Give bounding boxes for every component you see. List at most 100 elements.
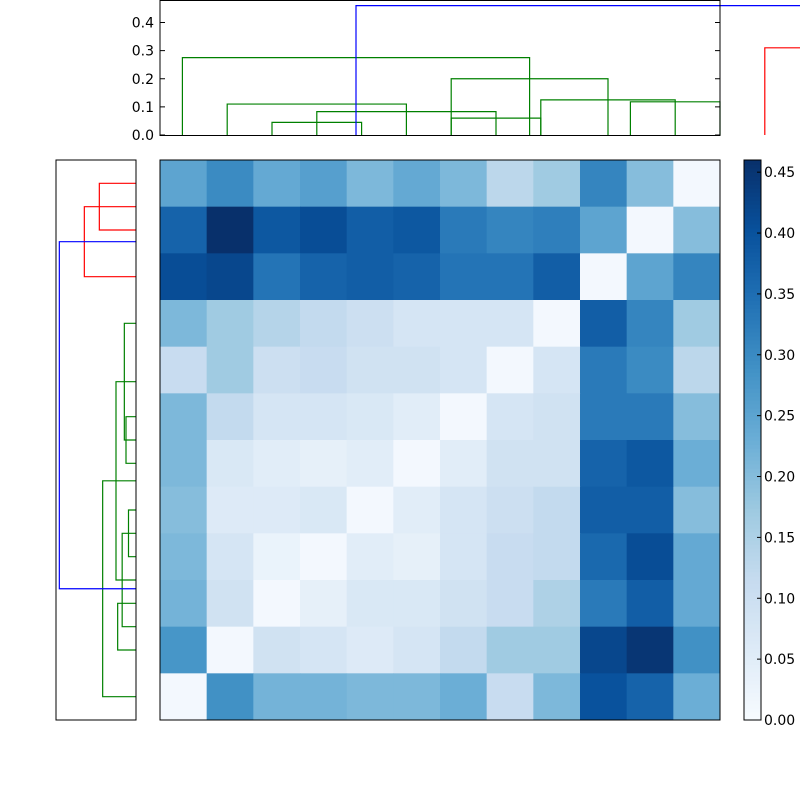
heatmap-cell [300,626,348,674]
colorbar-segment [744,548,761,553]
heatmap-cell [253,393,301,441]
colorbar-segment [744,256,761,261]
heatmap-cell [253,626,301,674]
colorbar-segment [744,204,761,209]
heatmap-cell [346,533,394,581]
heatmap-cell [580,253,628,301]
colorbar-segment [744,168,761,173]
heatmap-cell [533,206,581,254]
colorbar-segment [744,308,761,313]
colorbar-segment [744,440,761,445]
heatmap-cell [673,626,721,674]
heatmap-cell [626,206,674,254]
colorbar-segment [744,672,761,677]
colorbar-segment [744,520,761,525]
heatmap-cell [533,346,581,394]
colorbar-segment [744,304,761,309]
colorbar-segment [744,208,761,213]
heatmap-cell [160,673,208,721]
colorbar-segment [744,536,761,541]
heatmap-cell [206,206,254,254]
heatmap-cell [346,626,394,674]
colorbar-segment [744,572,761,577]
heatmap-cell [673,393,721,441]
heatmap-cell [393,346,441,394]
heatmap-cell [626,673,674,721]
heatmap-cell [160,160,208,208]
heatmap-cell [160,626,208,674]
colorbar-segment [744,280,761,285]
colorbar-segment [744,376,761,381]
colorbar-segment [744,164,761,169]
heatmap-cell [253,160,301,208]
colorbar-segment [744,400,761,405]
colorbar-segment [744,596,761,601]
heatmap-cell [393,440,441,488]
heatmap-cell [300,393,348,441]
heatmap-cell [440,206,488,254]
heatmap-cell [346,486,394,534]
colorbar-segment [744,260,761,265]
colorbar-segment [744,516,761,521]
colorbar-segment [744,248,761,253]
heatmap-cell [533,393,581,441]
colorbar-segment [744,292,761,297]
colorbar-tick-label: 0.10 [764,591,795,607]
heatmap-cell [626,160,674,208]
colorbar-segment [744,252,761,257]
heatmap-cell [253,206,301,254]
colorbar-segment [744,608,761,613]
colorbar-segment [744,360,761,365]
colorbar-segment [744,612,761,617]
colorbar-segment [744,588,761,593]
heatmap-cell [486,300,534,348]
heatmap-cell [626,486,674,534]
colorbar-segment [744,384,761,389]
colorbar-segment [744,288,761,293]
colorbar-segment [744,708,761,713]
heatmap-cell [533,533,581,581]
colorbar-tick-label: 0.15 [764,530,795,546]
heatmap-cell [486,533,534,581]
colorbar-segment [744,236,761,241]
colorbar-segment [744,416,761,421]
colorbar-segment [744,336,761,341]
heatmap-cell [486,206,534,254]
heatmap-cell [393,673,441,721]
heatmap-cell [206,346,254,394]
heatmap-cell [440,580,488,628]
heatmap-cell [673,440,721,488]
colorbar-segment [744,224,761,229]
colorbar-segment [744,244,761,249]
heatmap-cell [346,440,394,488]
colorbar-segment [744,424,761,429]
top-dendrogram-tick-label: 0.0 [132,128,154,144]
colorbar-segment [744,396,761,401]
colorbar-segment [744,188,761,193]
colorbar-segment [744,704,761,709]
heatmap-cell [673,580,721,628]
heatmap-cell [440,393,488,441]
colorbar-segment [744,504,761,509]
heatmap-cell [253,486,301,534]
heatmap-cell [160,486,208,534]
heatmap-cell [346,253,394,301]
heatmap-cell [206,160,254,208]
colorbar-segment [744,320,761,325]
colorbar-tick-label: 0.25 [764,409,795,425]
colorbar-segment [744,228,761,233]
heatmap-cell [533,253,581,301]
colorbar-segment [744,640,761,645]
colorbar-segment [744,684,761,689]
heatmap-cell [486,160,534,208]
heatmap-cell [393,160,441,208]
heatmap-cell [673,673,721,721]
colorbar-segment [744,328,761,333]
heatmap-cell [160,206,208,254]
heatmap-cell [440,486,488,534]
heatmap-cell [300,580,348,628]
heatmap-cell [486,440,534,488]
heatmap-cell [626,580,674,628]
colorbar-segment [744,472,761,477]
colorbar-segment [744,552,761,557]
